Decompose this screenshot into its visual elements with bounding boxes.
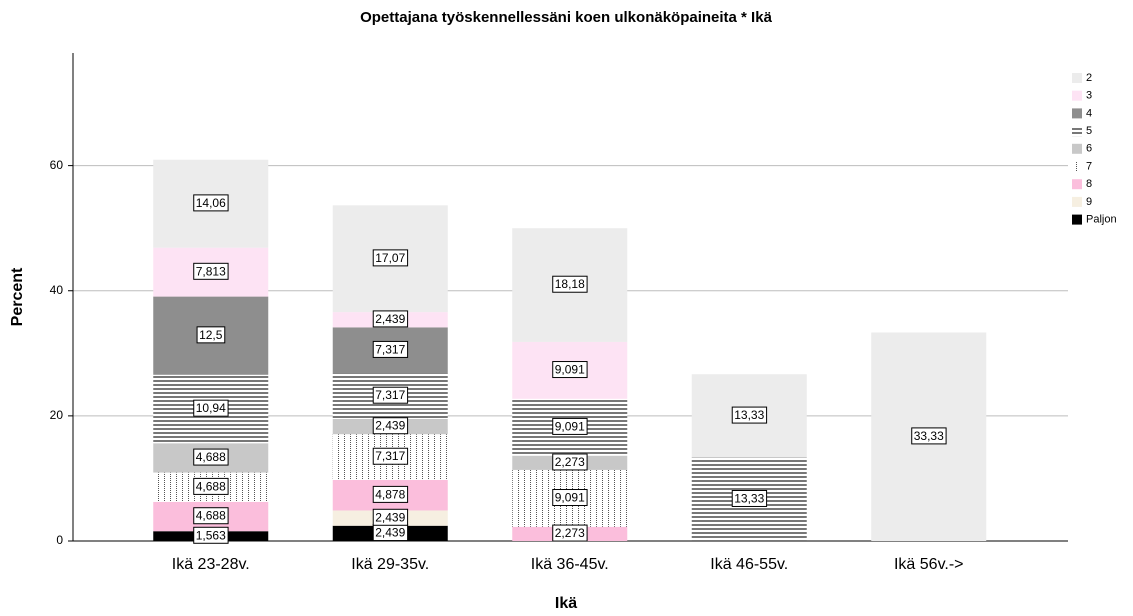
data-label: 18,18	[555, 277, 585, 291]
data-label: 13,33	[734, 408, 764, 422]
legend-swatch	[1072, 90, 1082, 101]
data-label: 1,563	[196, 528, 226, 542]
legend-label: Paljon	[1086, 214, 1117, 226]
data-label: 2,273	[555, 526, 585, 540]
data-label: 33,33	[914, 429, 944, 443]
legend-label: 6	[1086, 143, 1092, 155]
legend-label: 3	[1086, 90, 1092, 102]
label-box	[372, 508, 409, 526]
data-label: 14,06	[196, 196, 226, 210]
x-tick-label: Ikä 36-45v.	[531, 556, 609, 573]
label-box	[552, 361, 588, 379]
data-label: 9,091	[555, 363, 585, 377]
data-label: 7,813	[196, 264, 226, 278]
data-label: 9,091	[555, 491, 585, 505]
label-box	[372, 310, 409, 328]
label-box	[196, 326, 226, 344]
label-box	[372, 386, 409, 404]
legend-label: 2	[1086, 72, 1092, 84]
label-box	[552, 275, 588, 293]
label-box	[911, 427, 947, 445]
data-label: 2,273	[555, 455, 585, 469]
legend-label: 5	[1086, 125, 1092, 137]
legend-swatch	[1072, 179, 1082, 190]
label-box	[372, 249, 409, 267]
label-box	[552, 417, 588, 435]
data-label: 4,688	[196, 479, 226, 493]
data-label: 17,07	[375, 251, 405, 265]
y-tick-label: 20	[50, 408, 64, 422]
data-label: 4,688	[196, 450, 226, 464]
label-box	[193, 399, 229, 417]
label-box	[731, 406, 768, 424]
label-box	[193, 194, 229, 212]
x-tick-label: Ikä 46-55v.	[710, 556, 788, 573]
data-label: 4,688	[196, 509, 226, 523]
y-tick-label: 40	[50, 283, 64, 297]
data-label: 7,317	[375, 388, 405, 402]
label-box	[372, 417, 409, 435]
data-label: 2,439	[375, 526, 405, 540]
x-tick-label: Ikä 29-35v.	[351, 556, 429, 573]
label-box	[372, 485, 409, 503]
data-label: 7,317	[375, 449, 405, 463]
legend-swatch	[1072, 126, 1082, 137]
legend-label: 9	[1086, 196, 1092, 208]
legend-label: 8	[1086, 178, 1092, 190]
label-box	[193, 448, 229, 466]
legend-swatch	[1072, 73, 1082, 83]
label-box	[193, 477, 229, 495]
x-tick-label: Ikä 56v.->	[894, 556, 964, 573]
legend-label: 7	[1086, 160, 1092, 172]
data-label: 2,439	[375, 510, 405, 524]
data-label: 2,439	[375, 419, 405, 433]
legend-swatch	[1072, 161, 1082, 172]
label-box	[552, 453, 588, 471]
label-box	[193, 526, 229, 544]
label-box	[372, 447, 409, 465]
data-label: 7,317	[375, 342, 405, 356]
legend-swatch	[1072, 143, 1082, 154]
data-label: 4,878	[375, 487, 405, 501]
chart-title: Opettajana työskennellessäni koen ulkonä…	[360, 9, 772, 26]
x-tick-label: Ikä 23-28v.	[172, 556, 250, 573]
data-label: 12,5	[199, 328, 223, 342]
y-axis-label: Percent	[9, 267, 26, 326]
label-box	[372, 340, 409, 358]
label-box	[552, 489, 588, 507]
legend-swatch	[1072, 196, 1082, 207]
legend-label: 4	[1086, 107, 1092, 119]
legend-swatch	[1072, 108, 1082, 119]
data-label: 13,33	[734, 491, 764, 505]
label-box	[193, 507, 229, 525]
data-label: 10,94	[196, 401, 226, 415]
y-tick-label: 0	[56, 533, 63, 547]
data-label: 9,091	[555, 419, 585, 433]
data-label: 2,439	[375, 312, 405, 326]
label-box	[731, 489, 768, 507]
label-box	[193, 262, 229, 280]
label-box	[552, 524, 588, 542]
x-axis-label: Ikä	[555, 595, 577, 612]
legend-swatch	[1072, 214, 1082, 225]
y-tick-label: 60	[50, 158, 64, 172]
